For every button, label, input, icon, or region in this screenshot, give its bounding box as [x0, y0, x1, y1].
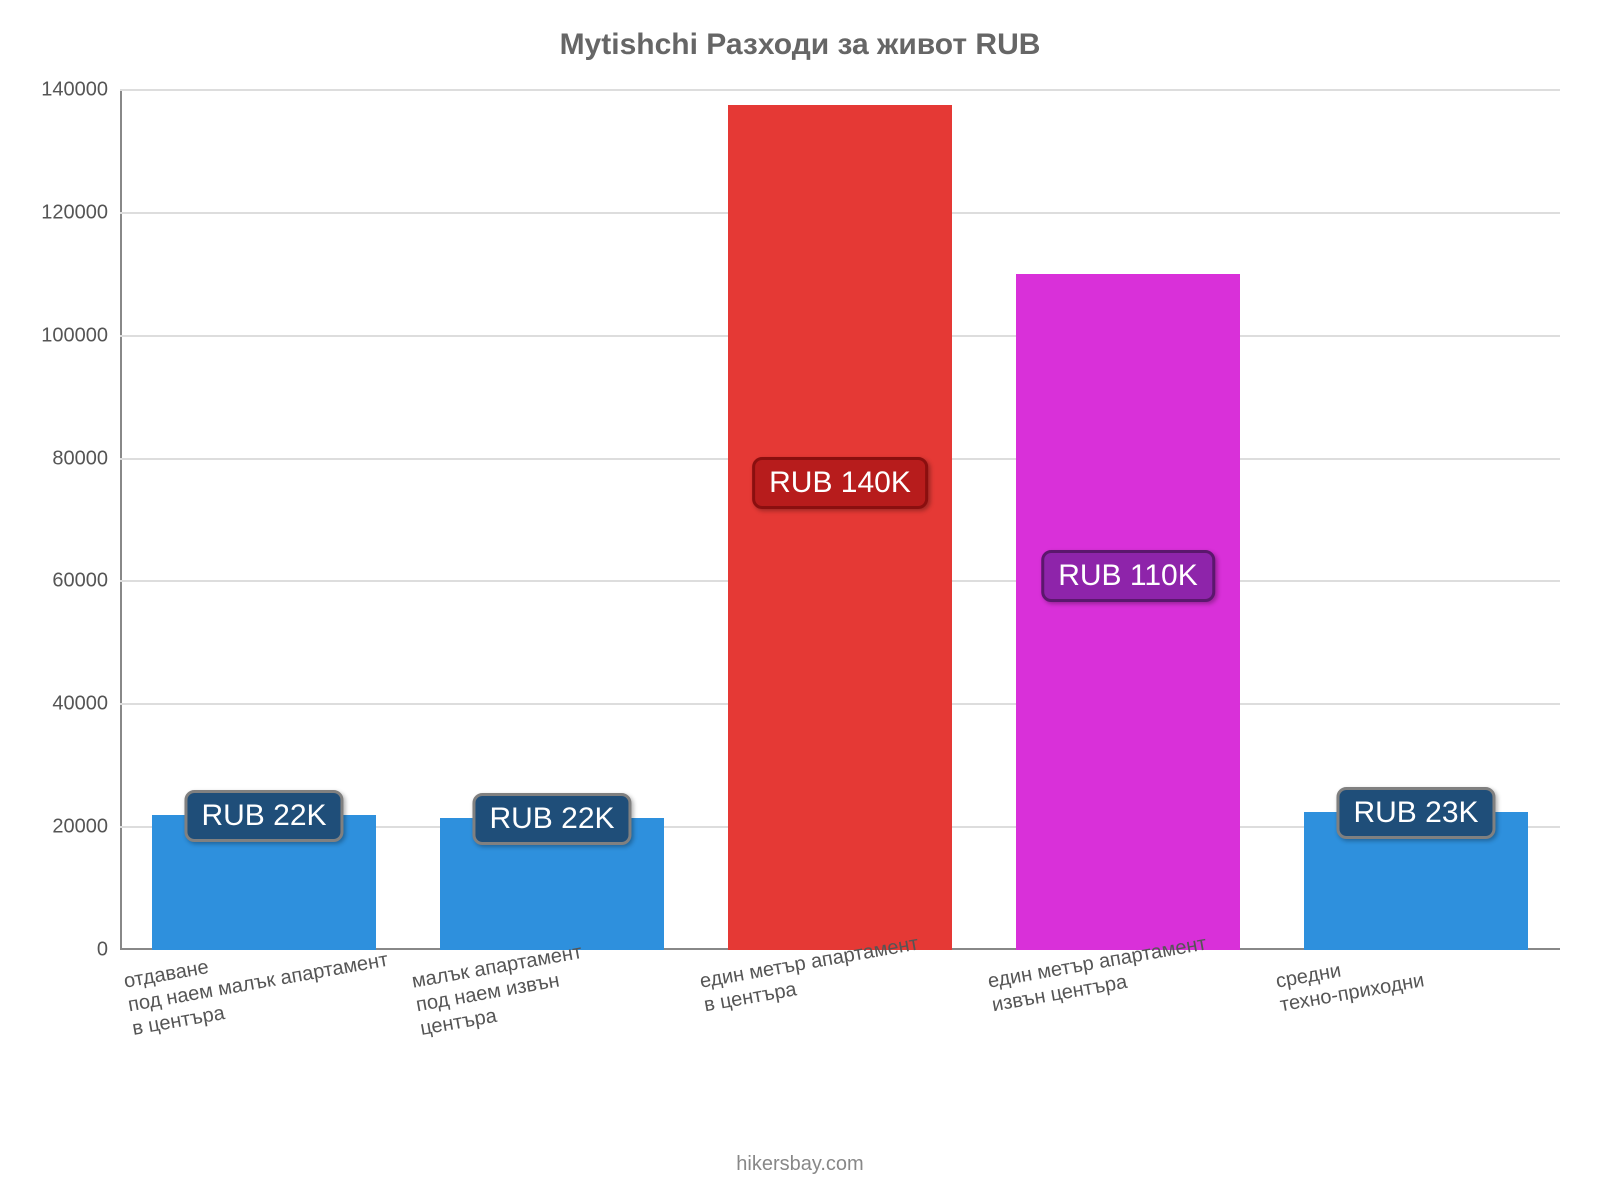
bar: RUB 23K — [1304, 812, 1529, 950]
bar: RUB 110K — [1016, 274, 1241, 950]
credit-text: hikersbay.com — [0, 1153, 1600, 1176]
bar: RUB 140K — [728, 105, 953, 950]
value-badge: RUB 22K — [184, 790, 343, 842]
value-badge: RUB 22K — [472, 793, 631, 845]
value-badge: RUB 23K — [1336, 787, 1495, 839]
y-tick-label: 120000 — [41, 201, 120, 224]
x-tick-label: средни техно-приходни — [1274, 945, 1426, 1018]
y-tick-label: 0 — [97, 939, 120, 962]
chart-title: Mytishchi Разходи за живот RUB — [0, 0, 1600, 62]
y-axis-line — [120, 90, 122, 950]
y-tick-label: 20000 — [52, 816, 120, 839]
x-tick-label: малък апартамент под наем извън центъра — [410, 940, 592, 1041]
gridline — [120, 89, 1560, 91]
value-badge: RUB 110K — [1041, 550, 1215, 602]
y-tick-label: 80000 — [52, 447, 120, 470]
value-badge: RUB 140K — [752, 457, 928, 509]
bar: RUB 22K — [152, 815, 377, 950]
chart-container: Mytishchi Разходи за живот RUB 020000400… — [0, 0, 1600, 1200]
y-tick-label: 40000 — [52, 693, 120, 716]
bar: RUB 22K — [440, 818, 665, 950]
y-tick-label: 60000 — [52, 570, 120, 593]
y-tick-label: 140000 — [41, 79, 120, 102]
y-tick-label: 100000 — [41, 324, 120, 347]
plot-area: 020000400006000080000100000120000140000R… — [120, 90, 1560, 950]
